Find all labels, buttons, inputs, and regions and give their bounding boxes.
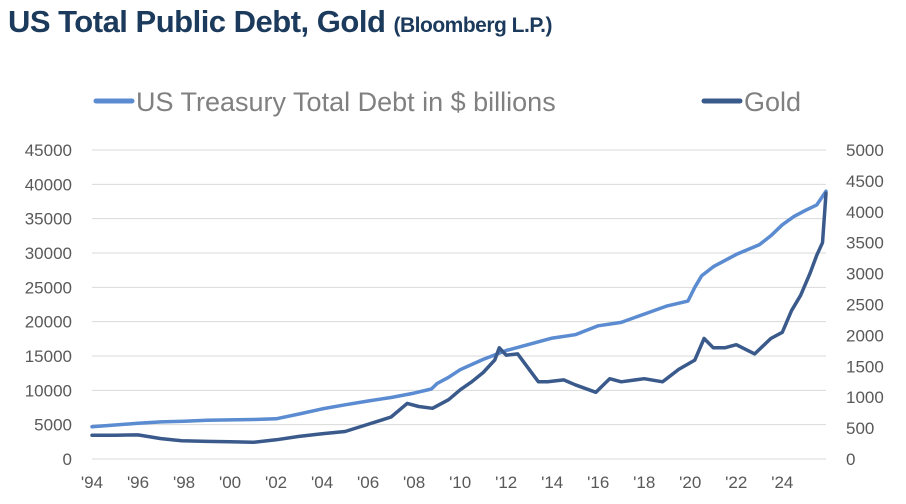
legend-item-gold: Gold (701, 87, 801, 117)
y-right-tick-label: 500 (846, 419, 874, 438)
y-right-tick-label: 3500 (846, 234, 884, 253)
chart-title-source: (Bloomberg L.P.) (393, 14, 553, 37)
y-left-tick-label: 45000 (25, 141, 72, 160)
y-left-tick-label: 30000 (25, 244, 72, 263)
grid (92, 149, 826, 460)
series-line-gold (90, 191, 828, 445)
series-line-us-treasury-debt (90, 189, 828, 429)
x-tick-label: '18 (633, 473, 655, 492)
y-left-tick-label: 15000 (25, 347, 72, 366)
x-tick-label: '02 (265, 473, 287, 492)
x-tick-label: '20 (679, 473, 701, 492)
x-axis: '94 '96 '98 '00 '02 '04 '06 '08 '10 '12 '14 '16 '18 '… (81, 473, 793, 492)
y-right-tick-label: 1000 (846, 388, 884, 407)
y-left-tick-label: 20000 (25, 313, 72, 332)
y-left-tick-label: 10000 (25, 381, 72, 400)
y-right-tick-label: 4500 (846, 172, 884, 191)
legend-item-us-treasury-debt: US Treasury Total Debt in $ billions (93, 87, 556, 117)
y-right-tick-label: 4000 (846, 203, 884, 222)
y-right-tick-label: 0 (846, 450, 855, 469)
x-tick-label: '08 (403, 473, 425, 492)
x-tick-label: '04 (311, 473, 333, 492)
x-tick-label: '00 (219, 473, 241, 492)
y-right-tick-label: 3000 (846, 265, 884, 284)
x-tick-label: '22 (725, 473, 747, 492)
y-left-tick-label: 0 (63, 450, 72, 469)
y-left-tick-label: 25000 (25, 278, 72, 297)
x-tick-label: '10 (449, 473, 471, 492)
x-tick-label: '16 (587, 473, 609, 492)
y-right-tick-label: 2000 (846, 326, 884, 345)
y-left-tick-label: 5000 (34, 416, 72, 435)
y-left-tick-label: 35000 (25, 210, 72, 229)
x-tick-label: '06 (357, 473, 379, 492)
y-right-tick-label: 2500 (846, 296, 884, 315)
plot-series (90, 189, 828, 445)
x-tick-label: '24 (771, 473, 793, 492)
x-tick-label: '94 (81, 473, 103, 492)
legend-label: Gold (744, 87, 801, 117)
chart-title: US Total Public Debt, Gold (Bloomberg L.… (8, 4, 552, 40)
chart-title-main: US Total Public Debt, Gold (8, 4, 386, 39)
x-tick-label: '12 (495, 473, 517, 492)
x-tick-label: '96 (127, 473, 149, 492)
y-right-tick-label: 1500 (846, 357, 884, 376)
y-left-tick-label: 40000 (25, 175, 72, 194)
y-right-tick-label: 5000 (846, 141, 884, 160)
legend: US Treasury Total Debt in $ billions Gold (93, 87, 801, 117)
x-tick-label: '14 (541, 473, 563, 492)
x-tick-label: '98 (173, 473, 195, 492)
y-axis-left: 45000 40000 35000 30000 25000 20000 15000 10000… (25, 141, 72, 469)
legend-label: US Treasury Total Debt in $ billions (136, 87, 556, 117)
